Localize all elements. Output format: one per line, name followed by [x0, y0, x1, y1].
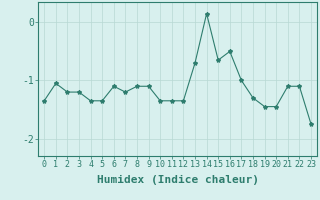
- X-axis label: Humidex (Indice chaleur): Humidex (Indice chaleur): [97, 175, 259, 185]
